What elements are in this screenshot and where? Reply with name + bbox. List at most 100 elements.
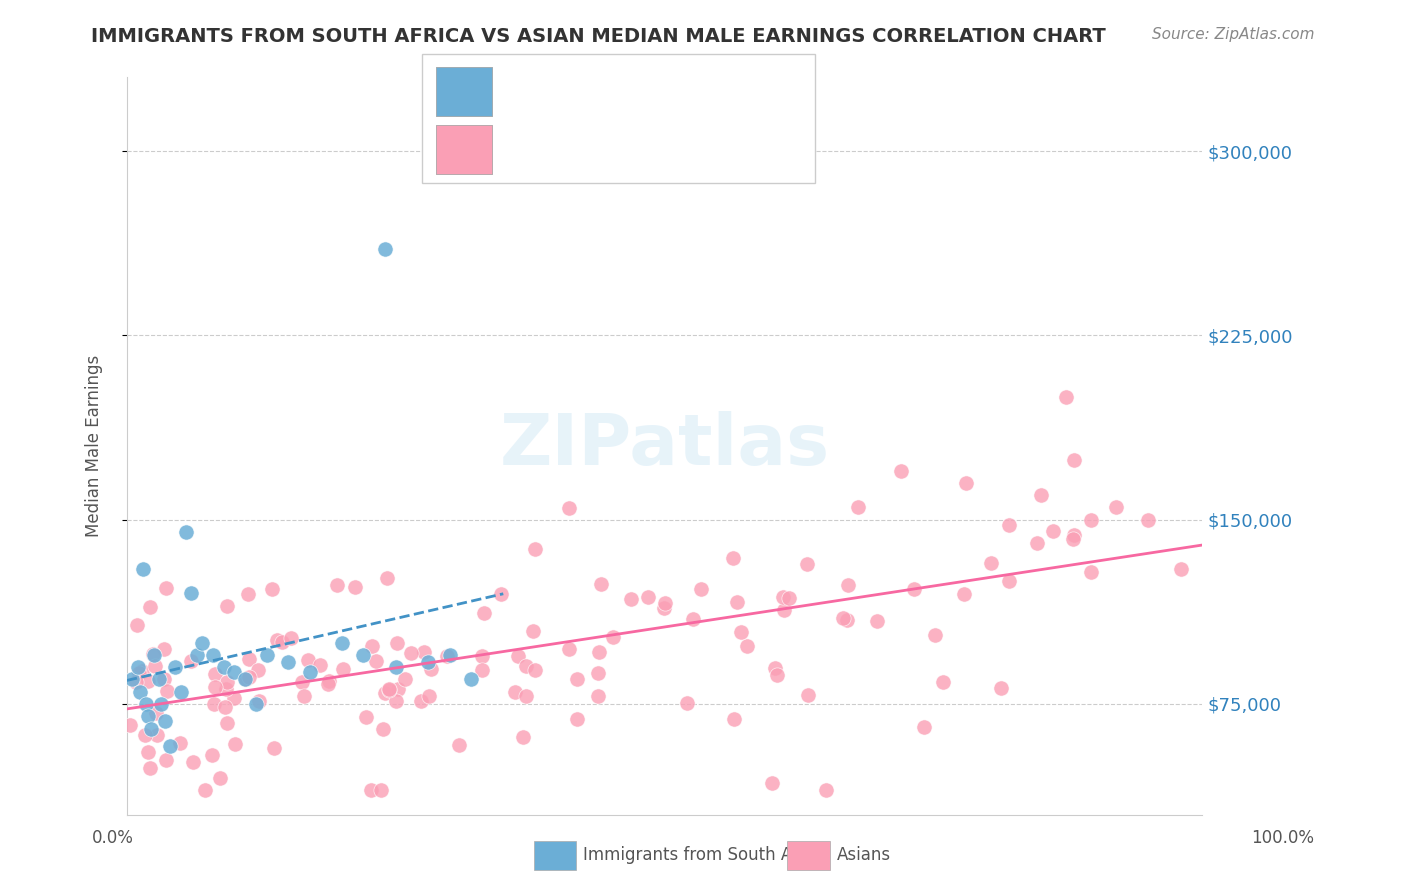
Point — [588, 645, 610, 659]
Point — [1029, 488, 1052, 502]
Point — [866, 614, 889, 628]
Point — [245, 697, 267, 711]
Point — [980, 556, 1002, 570]
Point — [912, 720, 935, 734]
Point — [814, 783, 837, 797]
Point — [297, 653, 319, 667]
Point — [125, 675, 148, 690]
Point — [1063, 452, 1085, 467]
Point — [765, 667, 787, 681]
Point — [291, 674, 314, 689]
Point — [588, 666, 610, 681]
Point — [208, 771, 231, 785]
Point — [1063, 528, 1085, 542]
Point — [170, 684, 193, 698]
Text: R = 0.374    N = 146: R = 0.374 N = 146 — [513, 138, 702, 156]
Point — [1080, 514, 1102, 528]
Point — [447, 739, 470, 753]
Point — [201, 648, 224, 662]
Point — [998, 574, 1021, 589]
Point — [174, 524, 197, 539]
Point — [247, 664, 270, 678]
Point — [725, 595, 748, 609]
Point — [165, 660, 187, 674]
Point — [903, 582, 925, 596]
Point — [204, 667, 226, 681]
Point — [127, 660, 149, 674]
Point — [169, 736, 191, 750]
Point — [131, 664, 153, 678]
Point — [385, 636, 408, 650]
Point — [135, 697, 157, 711]
Point — [344, 580, 367, 594]
Point — [139, 600, 162, 615]
Point — [385, 694, 408, 708]
Point — [236, 587, 259, 601]
Point — [471, 664, 494, 678]
Point — [217, 715, 239, 730]
Point — [491, 587, 513, 601]
Point — [326, 578, 349, 592]
Point — [378, 682, 401, 697]
Point — [153, 714, 176, 729]
Point — [215, 675, 238, 690]
Point — [1042, 524, 1064, 539]
Point — [602, 630, 624, 644]
Point — [233, 673, 256, 687]
Point — [150, 697, 173, 711]
Point — [353, 648, 375, 662]
Point — [439, 648, 461, 662]
Point — [413, 645, 436, 659]
Point — [138, 761, 160, 775]
Point — [366, 654, 388, 668]
Point — [201, 747, 224, 762]
Point — [997, 517, 1019, 532]
Point — [558, 501, 581, 516]
Point — [128, 666, 150, 681]
Point — [471, 648, 494, 663]
Point — [139, 722, 162, 736]
Point — [374, 243, 396, 257]
Point — [134, 728, 156, 742]
Point — [394, 673, 416, 687]
Text: ZIPatlas: ZIPatlas — [499, 411, 830, 481]
Point — [890, 464, 912, 478]
Point — [292, 690, 315, 704]
Point — [374, 685, 396, 699]
Text: R = 0.066    N =  33: R = 0.066 N = 33 — [513, 80, 695, 98]
Point — [371, 722, 394, 736]
Point — [1137, 513, 1160, 527]
Point — [214, 700, 236, 714]
Point — [332, 662, 354, 676]
Point — [990, 681, 1012, 695]
Point — [721, 550, 744, 565]
Point — [256, 648, 278, 662]
Point — [238, 670, 260, 684]
Point — [730, 624, 752, 639]
Point — [619, 592, 641, 607]
Point — [271, 635, 294, 649]
Point — [132, 562, 155, 576]
Point — [831, 611, 853, 625]
Text: Immigrants from South Africa: Immigrants from South Africa — [583, 847, 828, 864]
Point — [846, 500, 869, 515]
Point — [420, 662, 443, 676]
Point — [690, 582, 713, 596]
Point — [522, 624, 544, 639]
Point — [330, 635, 353, 649]
Point — [676, 696, 699, 710]
Point — [152, 672, 174, 686]
Text: 100.0%: 100.0% — [1251, 829, 1315, 847]
Point — [181, 755, 204, 769]
Point — [145, 728, 167, 742]
Point — [723, 712, 745, 726]
Point — [155, 581, 177, 595]
Point — [436, 648, 458, 663]
Point — [503, 685, 526, 699]
Point — [565, 713, 588, 727]
Point — [637, 590, 659, 604]
Point — [1080, 565, 1102, 579]
Point — [266, 633, 288, 648]
Point — [1054, 390, 1077, 404]
Point — [797, 688, 820, 702]
